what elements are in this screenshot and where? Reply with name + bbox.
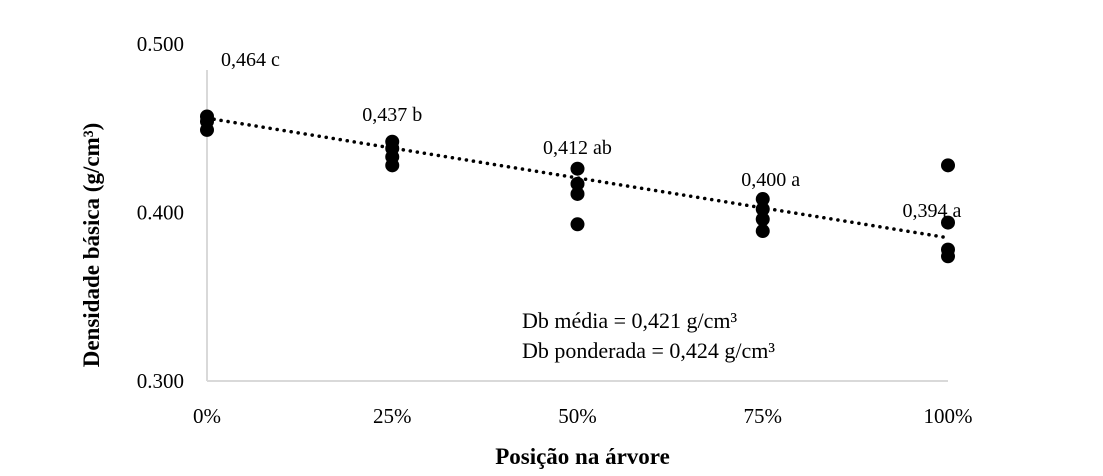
- x-tick-label: 0%: [193, 404, 221, 428]
- x-axis-title: Posição na árvore: [495, 444, 670, 469]
- data-point: [941, 249, 955, 264]
- stats-annotation: Db média = 0,421 g/cm³: [522, 308, 738, 333]
- data-point: [755, 224, 770, 239]
- data-point: [755, 212, 770, 227]
- data-label: 0,394 a: [903, 200, 962, 222]
- y-tick-label: 0.400: [137, 201, 184, 225]
- annotations: Db média = 0,421 g/cm³ Db ponderada = 0,4…: [522, 308, 775, 363]
- data-label: 0,412 ab: [543, 137, 612, 159]
- data-label: 0,464 c: [221, 49, 280, 71]
- x-tick-label: 75%: [744, 404, 783, 428]
- data-point: [755, 202, 770, 217]
- data-points: [200, 109, 955, 264]
- x-tick-label: 50%: [558, 404, 597, 428]
- data-label: 0,437 b: [362, 104, 422, 126]
- y-tick-labels: 0.300 0.400 0.500: [137, 32, 184, 393]
- y-axis-title: Densidade básica (g/cm³): [79, 123, 104, 368]
- x-tick-labels: 0% 25% 50% 75% 100%: [193, 404, 973, 428]
- y-tick-label: 0.500: [137, 32, 184, 56]
- data-point: [570, 176, 585, 191]
- data-label: 0,400 a: [741, 169, 800, 191]
- data-point: [570, 217, 585, 232]
- data-point: [385, 158, 400, 173]
- y-tick-label: 0.300: [137, 369, 184, 393]
- data-point: [200, 122, 214, 137]
- data-point: [755, 192, 770, 207]
- data-point: [570, 186, 585, 201]
- data-point: [941, 215, 955, 230]
- x-tick-label: 100%: [924, 404, 973, 428]
- data-point: [570, 161, 585, 176]
- x-tick-label: 25%: [373, 404, 412, 428]
- data-point: [941, 158, 955, 173]
- data-labels: 0,464 c 0,437 b 0,412 ab 0,400 a 0,394 a: [221, 49, 962, 222]
- stats-annotation: Db ponderada = 0,424 g/cm³: [522, 338, 775, 363]
